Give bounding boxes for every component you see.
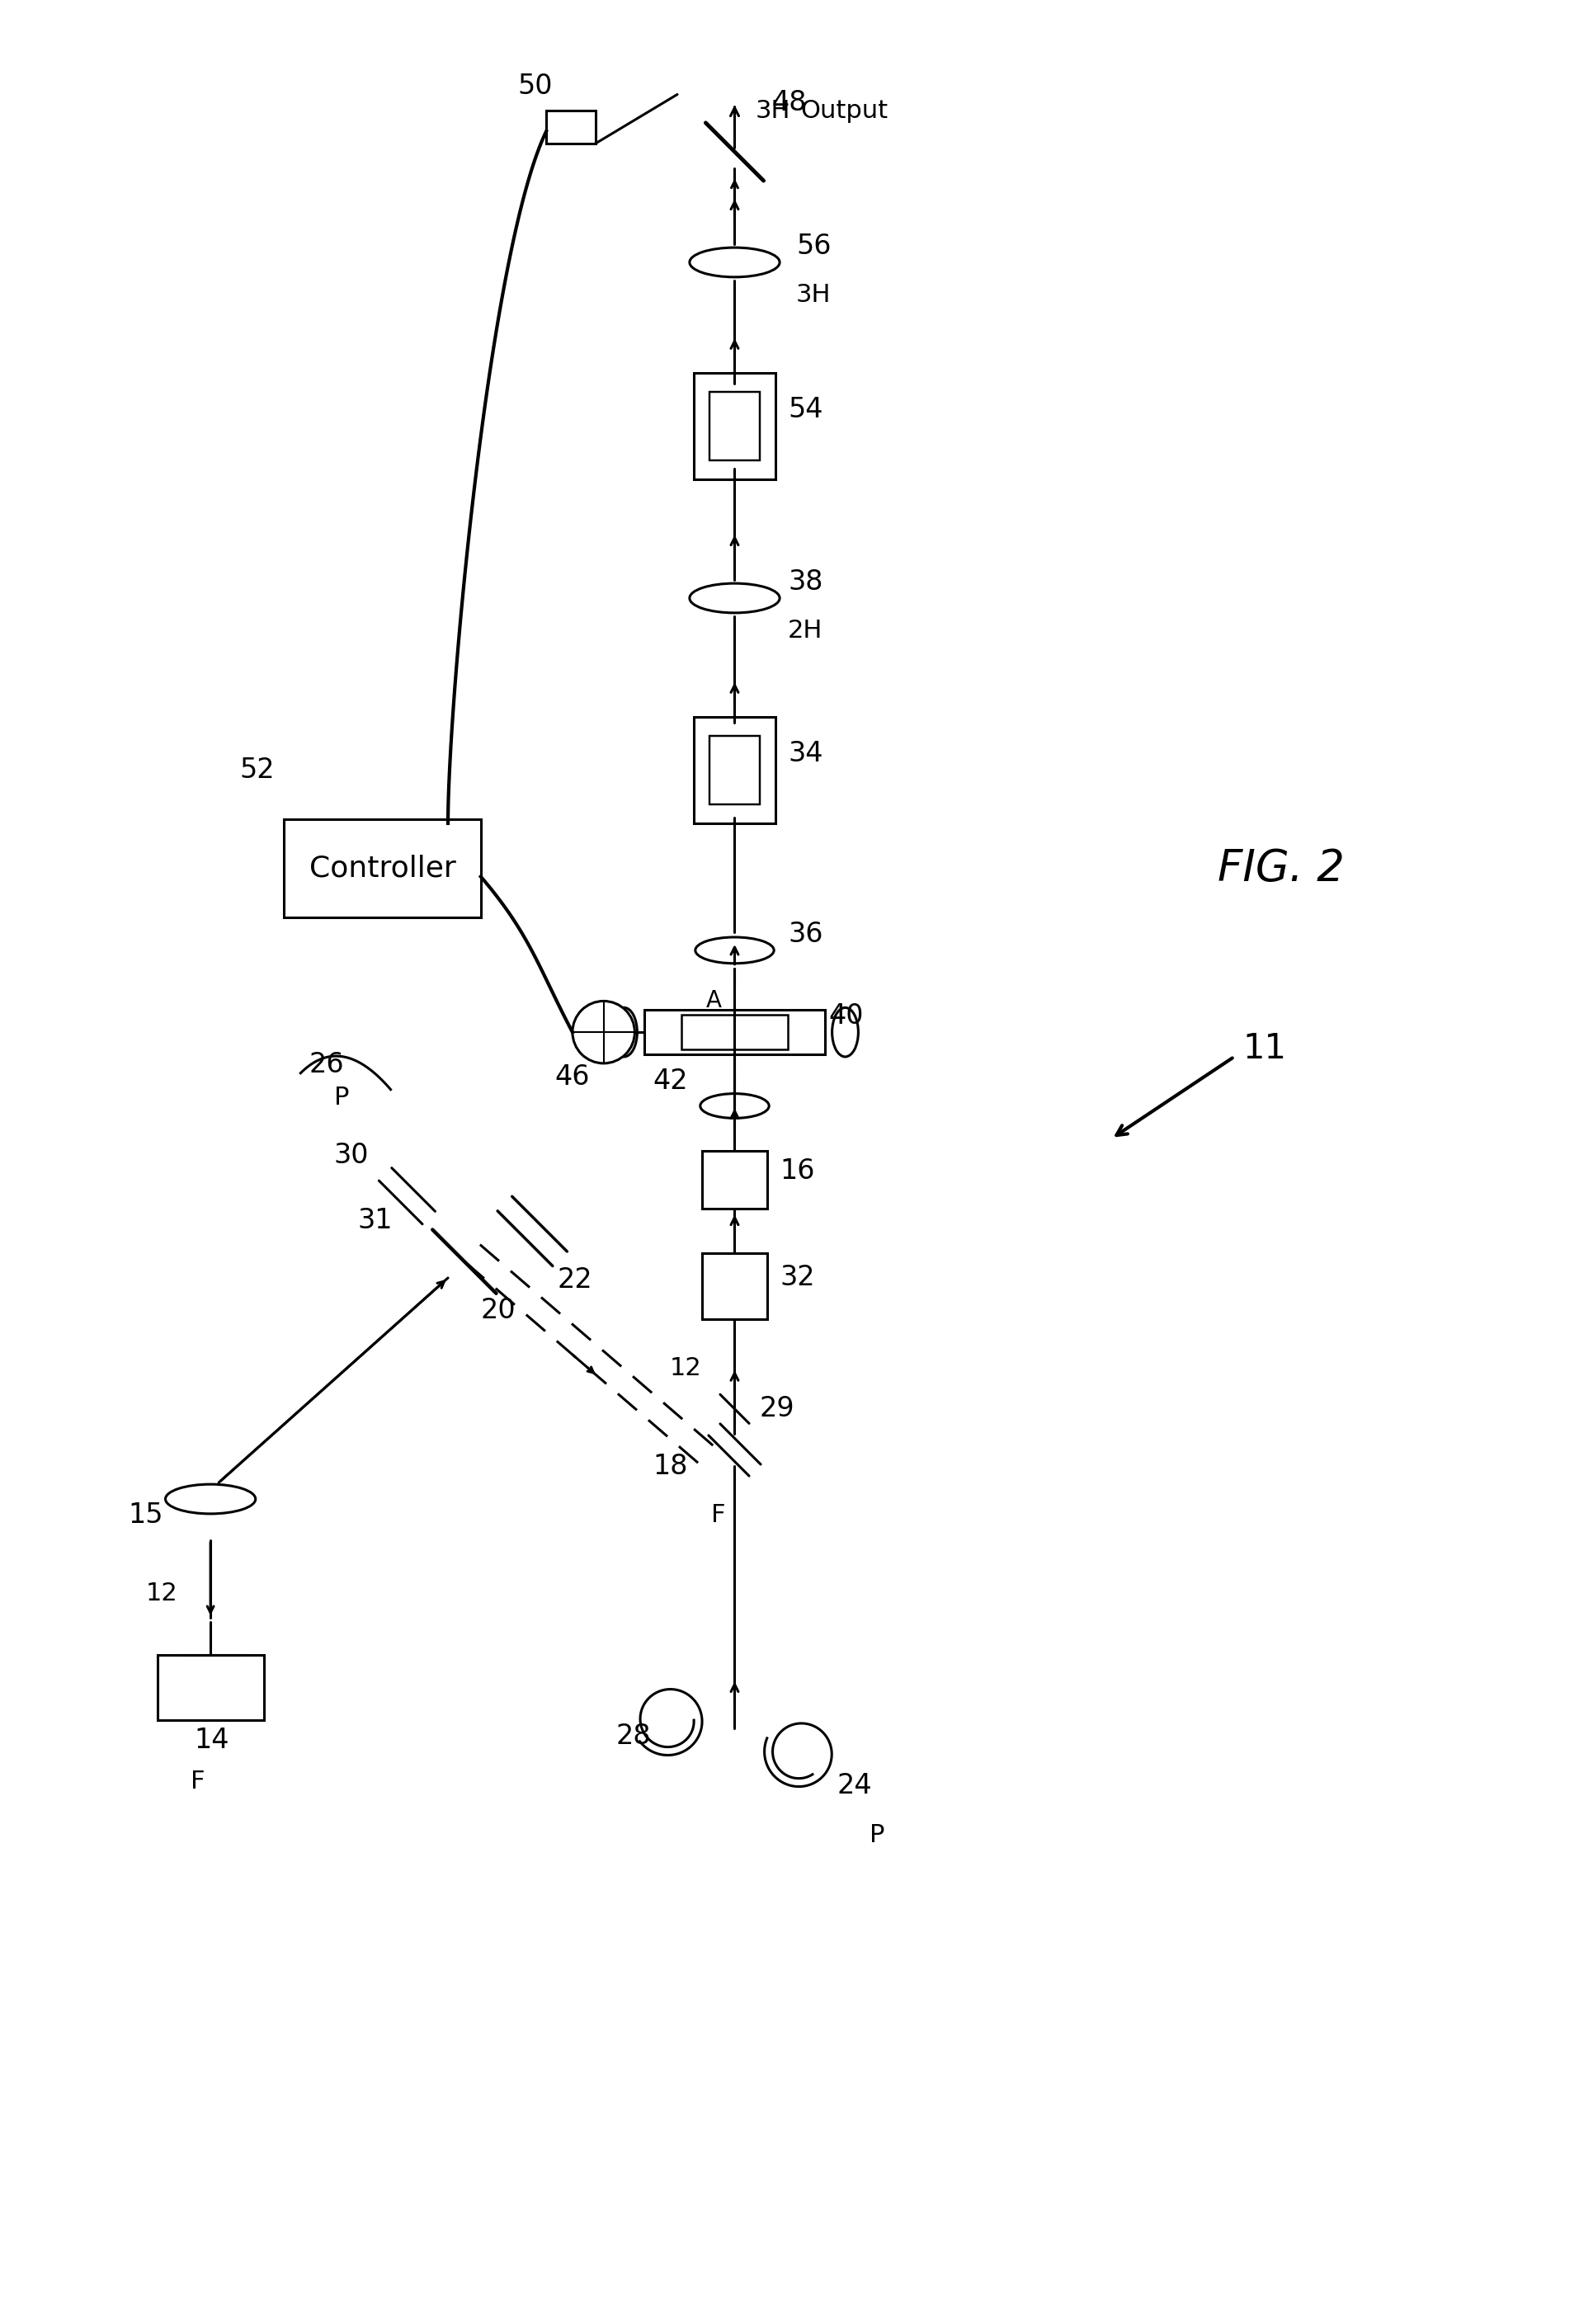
Bar [709,734,759,804]
Bar [703,1150,767,1208]
Text: 11: 11 [1243,1032,1287,1067]
Text: 48: 48 [772,88,807,116]
Text: Output: Output [801,100,887,123]
Text: 54: 54 [788,395,823,423]
Text: F: F [711,1504,725,1527]
Bar [703,1253,767,1318]
Text: 46: 46 [554,1064,589,1090]
Bar [682,1016,788,1050]
Ellipse shape [690,249,780,277]
Text: Controller: Controller [309,855,456,883]
Bar [546,112,595,144]
Ellipse shape [166,1485,256,1513]
Ellipse shape [611,1009,638,1057]
Text: 24: 24 [837,1773,872,1799]
Text: 42: 42 [652,1067,688,1095]
Text: 3H: 3H [796,284,831,307]
Text: F: F [191,1769,205,1794]
Bar [644,1009,824,1055]
Text: 18: 18 [652,1452,688,1480]
Text: 15: 15 [128,1501,164,1529]
Text: 20: 20 [480,1297,516,1325]
Bar [284,820,480,918]
Text: 14: 14 [194,1727,229,1755]
Text: 22: 22 [557,1267,592,1294]
Bar [709,390,759,460]
Bar [693,716,775,823]
Ellipse shape [695,937,774,964]
Text: 36: 36 [788,920,823,948]
Text: 16: 16 [780,1157,815,1185]
Text: 34: 34 [788,739,823,767]
Text: 50: 50 [518,72,553,100]
Text: 26: 26 [309,1050,344,1078]
Text: 29: 29 [759,1394,794,1422]
Circle shape [573,1002,635,1064]
Text: 40: 40 [829,1002,864,1030]
Text: 52: 52 [238,758,275,783]
Bar [693,372,775,479]
Text: P: P [333,1085,349,1109]
Ellipse shape [832,1009,859,1057]
Text: 3H: 3H [755,100,790,123]
Text: 31: 31 [358,1206,393,1234]
Text: 30: 30 [333,1141,368,1169]
Text: 12: 12 [145,1580,178,1606]
Text: 38: 38 [788,567,823,595]
Text: 32: 32 [780,1264,815,1292]
Bar [158,1655,264,1720]
Ellipse shape [690,583,780,614]
Text: 28: 28 [616,1722,651,1750]
Text: FIG. 2: FIG. 2 [1217,846,1345,890]
Text: 2H: 2H [788,618,823,644]
Text: 56: 56 [796,232,831,260]
Text: 12: 12 [669,1355,703,1380]
Ellipse shape [699,1095,769,1118]
Text: P: P [870,1822,884,1848]
Text: A: A [706,990,722,1013]
